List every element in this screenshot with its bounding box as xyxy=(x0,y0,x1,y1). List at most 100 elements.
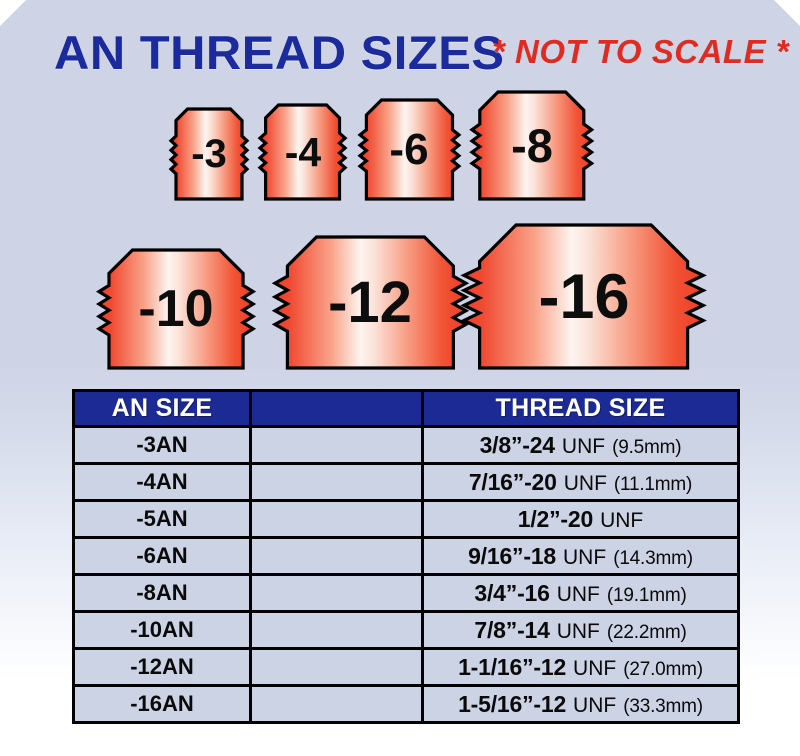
table-row: -5AN 1/2”-20 UNF xyxy=(72,499,740,539)
table-body: -3AN 3/8”-24 UNF (9.5mm) -4AN 7/16”-20 UNF (11.… xyxy=(72,425,740,724)
an-size-value: -6AN xyxy=(136,543,188,568)
cell-blank xyxy=(249,499,424,539)
thread-dimension: 1-1/16”-12 xyxy=(458,653,567,680)
thread-metric: (33.3mm) xyxy=(623,695,703,717)
fitting-body xyxy=(460,223,708,370)
thread-standard: UNF xyxy=(561,434,606,458)
thread-dimension: 7/16”-20 xyxy=(468,468,557,495)
thread-standard: UNF xyxy=(563,545,607,569)
fitting-outline-svg xyxy=(95,248,257,370)
thread-size-group: 1/2”-20 UNF xyxy=(424,506,737,533)
cell-an-size: -16AN xyxy=(72,684,252,724)
fitting-outline-svg xyxy=(271,235,469,370)
column-header-an-size: AN SIZE xyxy=(72,389,252,428)
thread-standard: UNF xyxy=(563,471,607,495)
thread-standard: UNF xyxy=(573,656,617,680)
an-size-value: -8AN xyxy=(136,580,188,605)
thread-size-group: 3/4”-16 UNF (19.1mm) xyxy=(424,580,737,607)
cell-thread-size: 1/2”-20 UNF xyxy=(421,499,740,539)
thread-standard: UNF xyxy=(573,693,617,717)
thread-size-group: 7/8”-14 UNF (22.2mm) xyxy=(424,617,737,644)
an-size-value: -10AN xyxy=(130,617,194,642)
cell-thread-size: 7/16”-20 UNF (11.1mm) xyxy=(421,462,740,502)
fitting-shape-an4: -4 xyxy=(256,101,349,203)
an-size-value: -5AN xyxy=(136,506,188,531)
thread-dimension: 9/16”-18 xyxy=(468,542,557,569)
cell-an-size: -4AN xyxy=(72,462,252,502)
fitting-shape-an6: -6 xyxy=(356,96,463,203)
cell-thread-size: 3/8”-24 UNF (9.5mm) xyxy=(421,425,740,465)
not-to-scale-note: * NOT TO SCALE * xyxy=(492,33,790,70)
fitting-outline-svg xyxy=(469,90,595,201)
fitting-body xyxy=(168,107,250,201)
thread-standard: UNF xyxy=(556,619,600,643)
column-header-thread-size: THREAD SIZE xyxy=(421,389,740,428)
cell-an-size: -6AN xyxy=(72,536,252,576)
an-size-value: -4AN xyxy=(136,469,188,494)
fitting-body xyxy=(258,103,348,201)
fitting-outline-svg xyxy=(460,223,708,370)
cell-thread-size: 1-1/16”-12 UNF (27.0mm) xyxy=(421,647,740,687)
cell-blank xyxy=(249,573,424,613)
table-row: -6AN 9/16”-18 UNF (14.3mm) xyxy=(72,536,740,576)
thread-size-group: 7/16”-20 UNF (11.1mm) xyxy=(424,469,737,496)
fitting-shape-an3: -3 xyxy=(167,105,251,203)
cell-thread-size: 1-5/16”-12 UNF (33.3mm) xyxy=(421,684,740,724)
fitting-shape-an12: -12 xyxy=(271,233,470,372)
cell-an-size: -3AN xyxy=(72,425,252,465)
thread-metric: (27.0mm) xyxy=(623,658,703,680)
title-row: AN THREAD SIZES * NOT TO SCALE * xyxy=(0,26,800,82)
cell-an-size: -8AN xyxy=(72,573,252,613)
thread-size-group: 1-1/16”-12 UNF (27.0mm) xyxy=(424,654,737,681)
cell-an-size: -12AN xyxy=(72,647,252,687)
thread-dimension: 7/8”-14 xyxy=(474,616,550,643)
column-header-blank xyxy=(249,389,424,428)
fitting-outline-svg xyxy=(258,103,348,201)
page-title: AN THREAD SIZES xyxy=(54,26,505,79)
thread-dimension: 3/4”-16 xyxy=(474,579,550,606)
table-row: -16AN 1-5/16”-12 UNF (33.3mm) xyxy=(72,684,740,724)
thread-metric: (19.1mm) xyxy=(606,584,687,606)
cell-thread-size: 3/4”-16 UNF (19.1mm) xyxy=(421,573,740,613)
an-size-value: -12AN xyxy=(130,654,194,679)
cell-blank xyxy=(249,610,424,650)
thread-size-group: 9/16”-18 UNF (14.3mm) xyxy=(424,543,737,570)
thread-metric: (11.1mm) xyxy=(613,473,693,495)
thread-metric: (22.2mm) xyxy=(606,621,687,643)
cell-an-size: -5AN xyxy=(72,499,252,539)
thread-metric: (14.3mm) xyxy=(613,547,693,569)
table-row: -4AN 7/16”-20 UNF (11.1mm) xyxy=(72,462,740,502)
an-thread-size-table: AN SIZE THREAD SIZE -3AN 3/8”-24 UNF (9.5mm… xyxy=(72,389,740,724)
fitting-shape-an8: -8 xyxy=(468,88,596,203)
fitting-body xyxy=(271,235,469,370)
table-row: -3AN 3/8”-24 UNF (9.5mm) xyxy=(72,425,740,465)
cell-thread-size: 7/8”-14 UNF (22.2mm) xyxy=(421,610,740,650)
cell-an-size: -10AN xyxy=(72,610,252,650)
cell-blank xyxy=(249,425,424,465)
fitting-body xyxy=(469,90,595,201)
table-row: -10AN 7/8”-14 UNF (22.2mm) xyxy=(72,610,740,650)
table-header-row: AN SIZE THREAD SIZE xyxy=(72,389,740,428)
fitting-body xyxy=(357,98,461,201)
cell-blank xyxy=(249,647,424,687)
fitting-shape-an16: -16 xyxy=(460,221,708,372)
fitting-shape-an10: -10 xyxy=(95,246,257,372)
thread-size-group: 3/8”-24 UNF (9.5mm) xyxy=(424,432,737,459)
thread-dimension: 3/8”-24 xyxy=(479,431,556,458)
cell-blank xyxy=(249,536,424,576)
table-header: AN SIZE THREAD SIZE xyxy=(72,389,740,428)
thread-dimension: 1/2”-20 xyxy=(517,505,594,532)
thread-standard: UNF xyxy=(600,508,644,532)
fitting-outline-svg xyxy=(168,107,250,201)
thread-dimension: 1-5/16”-12 xyxy=(458,690,567,717)
fitting-outline-svg xyxy=(357,98,461,201)
thread-standard: UNF xyxy=(556,582,600,606)
cell-blank xyxy=(249,684,424,724)
table-row: -12AN 1-1/16”-12 UNF (27.0mm) xyxy=(72,647,740,687)
cell-blank xyxy=(249,462,424,502)
an-size-value: -3AN xyxy=(136,432,188,457)
fitting-body xyxy=(95,248,257,370)
thread-size-group: 1-5/16”-12 UNF (33.3mm) xyxy=(424,691,737,718)
thread-metric: (9.5mm) xyxy=(612,436,682,458)
